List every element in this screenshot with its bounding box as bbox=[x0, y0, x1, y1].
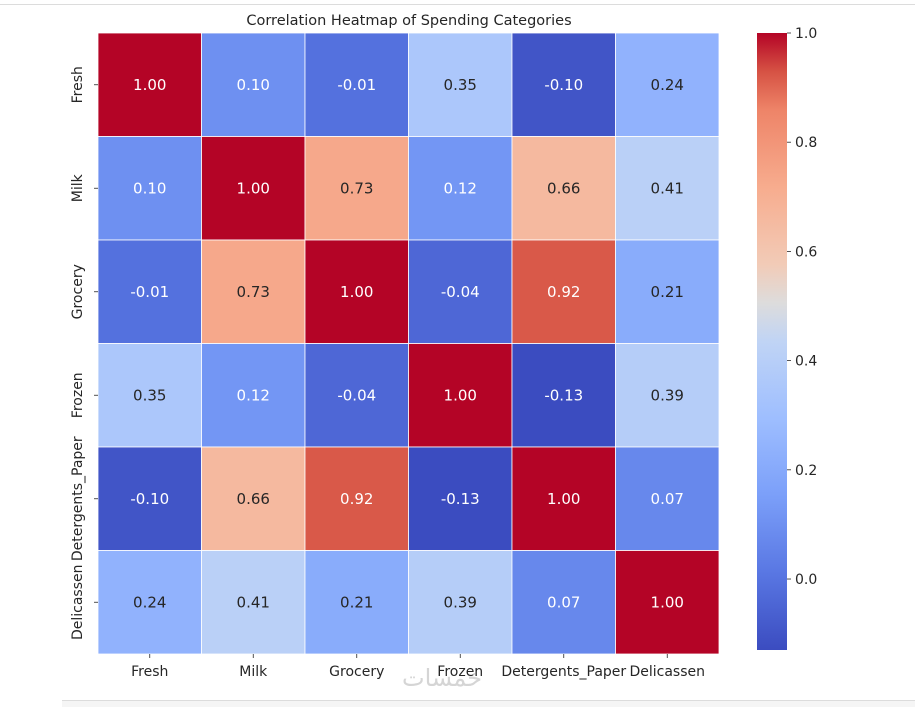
cell-value-r3-c0: 0.35 bbox=[133, 386, 166, 404]
top-divider bbox=[0, 4, 915, 5]
cell-value-r2-c1: 0.73 bbox=[237, 283, 270, 301]
heatmap-cell-r2-c5 bbox=[615, 239, 720, 344]
cell-value-r3-c3: 1.00 bbox=[444, 386, 477, 404]
cell-value-r4-c3: -0.13 bbox=[441, 490, 480, 508]
heatmap-cell-r5-c5 bbox=[615, 550, 720, 655]
heatmap-cell-r5-c2 bbox=[304, 550, 409, 655]
cell-value-r2-c3: -0.04 bbox=[441, 283, 480, 301]
y-tick-label-1: Milk bbox=[70, 173, 86, 202]
cell-value-r1-c3: 0.12 bbox=[444, 179, 477, 197]
cell-value-r1-c4: 0.66 bbox=[547, 179, 580, 197]
cell-value-r2-c2: 1.00 bbox=[340, 283, 373, 301]
cell-value-r0-c4: -0.10 bbox=[544, 76, 583, 94]
heatmap-cell-r4-c0 bbox=[97, 446, 202, 551]
heatmap-cell-r3-c1 bbox=[201, 343, 306, 448]
y-tick-label-2: Grocery bbox=[70, 264, 86, 319]
heatmap-cell-r1-c3 bbox=[408, 136, 513, 241]
y-tick-label-5: Delicassen bbox=[70, 564, 86, 640]
cell-value-r5-c2: 0.21 bbox=[340, 593, 373, 611]
heatmap-cell-r2-c0 bbox=[97, 239, 202, 344]
x-tick-label-5: Delicassen bbox=[629, 664, 705, 680]
heatmap-cell-r3-c5 bbox=[615, 343, 720, 448]
heatmap-cell-r3-c4 bbox=[511, 343, 616, 448]
cell-value-r0-c5: 0.24 bbox=[651, 76, 684, 94]
cell-value-r5-c4: 0.07 bbox=[547, 593, 580, 611]
colorbar: 0.0 0.2 0.4 0.6 0.8 1.0 bbox=[757, 26, 817, 650]
cell-value-r0-c3: 0.35 bbox=[444, 76, 477, 94]
colorbar-tick-label-2: 0.4 bbox=[795, 354, 817, 370]
heatmap-cell-r2-c3 bbox=[408, 239, 513, 344]
cell-value-r4-c0: -0.10 bbox=[130, 490, 169, 508]
cell-value-r5-c1: 0.41 bbox=[237, 593, 270, 611]
x-tick-label-3: Frozen bbox=[437, 664, 483, 680]
x-tick-label-2: Grocery bbox=[329, 664, 384, 680]
cell-value-r4-c1: 0.66 bbox=[237, 490, 270, 508]
heatmap-cell-r1-c4 bbox=[511, 136, 616, 241]
x-tick-label-0: Fresh bbox=[131, 664, 168, 680]
heatmap-cell-r5-c4 bbox=[511, 550, 616, 655]
cell-value-r2-c5: 0.21 bbox=[651, 283, 684, 301]
chart-title: Correlation Heatmap of Spending Categori… bbox=[246, 13, 571, 29]
heatmap-cell-r1-c1 bbox=[201, 136, 306, 241]
cell-value-r3-c2: -0.04 bbox=[337, 386, 376, 404]
colorbar-tick-label-0: 0.0 bbox=[795, 572, 817, 588]
heatmap-cell-r4-c2 bbox=[304, 446, 409, 551]
cell-value-r5-c5: 1.00 bbox=[651, 593, 684, 611]
heatmap-cell-r2-c2 bbox=[304, 239, 409, 344]
x-axis-tick-labels: Fresh Milk Grocery Frozen Detergents_Paper De… bbox=[131, 654, 705, 680]
cell-value-r4-c2: 0.92 bbox=[340, 490, 373, 508]
cell-value-r4-c4: 1.00 bbox=[547, 490, 580, 508]
y-tick-label-4: Detergents_Paper bbox=[70, 436, 86, 561]
cell-value-r2-c0: -0.01 bbox=[130, 283, 169, 301]
cell-value-r3-c1: 0.12 bbox=[237, 386, 270, 404]
colorbar-tick-label-5: 1.0 bbox=[795, 26, 817, 42]
cell-value-r3-c4: -0.13 bbox=[544, 386, 583, 404]
y-tick-label-0: Fresh bbox=[70, 66, 86, 103]
heatmap-cell-r4-c1 bbox=[201, 446, 306, 551]
cell-value-r1-c1: 1.00 bbox=[237, 179, 270, 197]
heatmap-cell-r2-c4 bbox=[511, 239, 616, 344]
y-tick-label-3: Frozen bbox=[70, 372, 86, 418]
cell-value-r1-c0: 0.10 bbox=[133, 179, 166, 197]
y-axis-tick-labels: Fresh Milk Grocery Frozen Detergents_Paper De… bbox=[70, 66, 98, 640]
cell-value-r1-c5: 0.41 bbox=[651, 179, 684, 197]
x-tick-label-1: Milk bbox=[239, 664, 268, 680]
watermark: خمسات bbox=[402, 664, 483, 692]
bottom-band bbox=[62, 701, 915, 707]
heatmap-cell-r1-c2 bbox=[304, 136, 409, 241]
cell-value-r0-c2: -0.01 bbox=[337, 76, 376, 94]
colorbar-tick-label-4: 0.8 bbox=[795, 135, 817, 151]
cell-value-r1-c2: 0.73 bbox=[340, 179, 373, 197]
cell-value-r5-c0: 0.24 bbox=[133, 593, 166, 611]
heatmap-cell-r0-c0 bbox=[97, 32, 202, 137]
cell-value-r5-c3: 0.39 bbox=[444, 593, 477, 611]
heatmap-cell-r0-c1 bbox=[201, 32, 306, 137]
heatmap-cell-r3-c2 bbox=[304, 343, 409, 448]
heatmap-cells: 1.00 0.10 -0.01 0.35 -0.10 0.24 0.10 1.00 0.73 0.… bbox=[97, 32, 720, 655]
bottom-divider bbox=[62, 700, 915, 701]
heatmap-cell-r5-c1 bbox=[201, 550, 306, 655]
heatmap-cell-r5-c3 bbox=[408, 550, 513, 655]
x-tick-label-4: Detergents_Paper bbox=[501, 664, 626, 680]
heatmap-cell-r3-c0 bbox=[97, 343, 202, 448]
cell-value-r0-c0: 1.00 bbox=[133, 76, 166, 94]
colorbar-tick-label-3: 0.6 bbox=[795, 244, 817, 260]
colorbar-tick-label-1: 0.2 bbox=[795, 463, 817, 479]
cell-value-r2-c4: 0.92 bbox=[547, 283, 580, 301]
colorbar-gradient bbox=[757, 33, 787, 650]
heatmap-cell-r4-c5 bbox=[615, 446, 720, 551]
cell-value-r3-c5: 0.39 bbox=[651, 386, 684, 404]
cell-value-r0-c1: 0.10 bbox=[237, 76, 270, 94]
heatmap-cell-r4-c3 bbox=[408, 446, 513, 551]
heatmap-cell-r1-c5 bbox=[615, 136, 720, 241]
heatmap-cell-r4-c4 bbox=[511, 446, 616, 551]
cell-value-r4-c5: 0.07 bbox=[651, 490, 684, 508]
